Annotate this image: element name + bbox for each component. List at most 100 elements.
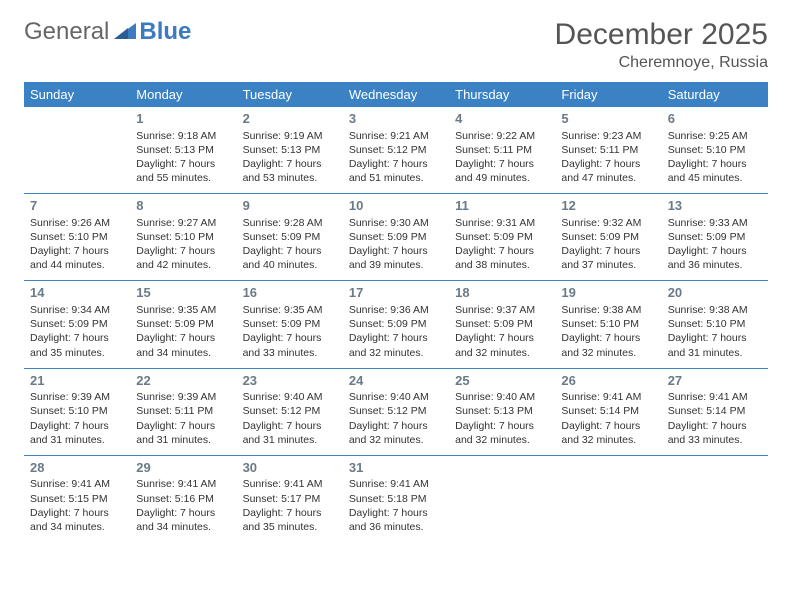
day-number: 14 [30,284,124,302]
day-number: 26 [561,372,655,390]
daylight-text: Daylight: 7 hours and 32 minutes. [349,331,443,359]
sunrise-text: Sunrise: 9:35 AM [243,303,337,317]
daylight-text: Daylight: 7 hours and 32 minutes. [561,419,655,447]
brand-logo: General Blue [24,18,191,46]
day-number: 30 [243,459,337,477]
calendar-cell: 4Sunrise: 9:22 AMSunset: 5:11 PMDaylight… [449,107,555,194]
daylight-text: Daylight: 7 hours and 42 minutes. [136,244,230,272]
calendar-cell: 26Sunrise: 9:41 AMSunset: 5:14 PMDayligh… [555,368,661,455]
sunset-text: Sunset: 5:09 PM [668,230,762,244]
calendar-cell: 28Sunrise: 9:41 AMSunset: 5:15 PMDayligh… [24,455,130,542]
calendar-cell: 19Sunrise: 9:38 AMSunset: 5:10 PMDayligh… [555,281,661,368]
calendar-week-row: 1Sunrise: 9:18 AMSunset: 5:13 PMDaylight… [24,107,768,194]
sunrise-text: Sunrise: 9:40 AM [349,390,443,404]
weekday-header: Tuesday [237,82,343,107]
day-number: 5 [561,110,655,128]
calendar-week-row: 28 Sunrise: 9:41 AM Sunset: 5:15 PM Dayligh… [24,455,768,542]
calendar-cell: 20Sunrise: 9:38 AMSunset: 5:10 PMDayligh… [662,281,768,368]
sunrise-text: Sunrise: 9:40 AM [455,390,549,404]
calendar-cell [662,455,768,542]
sunrise-text: Sunrise: 9:23 AM [561,129,655,143]
calendar-cell: 31Sunrise: 9:41 AMSunset: 5:18 PMDayligh… [343,455,449,542]
calendar-cell: 17Sunrise: 9:36 AMSunset: 5:09 PMDayligh… [343,281,449,368]
page-header: General Blue December 2025 Cheremnoye, R… [24,18,768,72]
day-number: 6 [668,110,762,128]
sunset-text: Sunset: 5:09 PM [30,317,124,331]
calendar-cell: 5Sunrise: 9:23 AMSunset: 5:11 PMDaylight… [555,107,661,194]
daylight-text: Daylight: 7 hours and 31 minutes. [243,419,337,447]
day-number: 24 [349,372,443,390]
calendar-cell: 10Sunrise: 9:30 AMSunset: 5:09 PMDayligh… [343,194,449,281]
calendar-cell: 18Sunrise: 9:37 AMSunset: 5:09 PMDayligh… [449,281,555,368]
calendar-week-row: 7Sunrise: 9:26 AMSunset: 5:10 PMDaylight… [24,194,768,281]
sunset-text: Sunset: 5:13 PM [455,404,549,418]
sunset-text: Sunset: 5:18 PM [349,492,443,506]
sunset-text: Sunset: 5:09 PM [455,230,549,244]
day-number: 13 [668,197,762,215]
day-number: 25 [455,372,549,390]
sunset-text: Sunset: 5:12 PM [349,143,443,157]
sunrise-text: Sunrise: 9:35 AM [136,303,230,317]
calendar-week-row: 21Sunrise: 9:39 AMSunset: 5:10 PMDayligh… [24,368,768,455]
weekday-header: Sunday [24,82,130,107]
sunset-text: Sunset: 5:14 PM [561,404,655,418]
sunrise-text: Sunrise: 9:21 AM [349,129,443,143]
calendar-cell [24,107,130,194]
calendar-cell: 7Sunrise: 9:26 AMSunset: 5:10 PMDaylight… [24,194,130,281]
sunset-text: Sunset: 5:10 PM [30,230,124,244]
weekday-header-row: Sunday Monday Tuesday Wednesday Thursday… [24,82,768,107]
sunset-text: Sunset: 5:09 PM [243,230,337,244]
title-block: December 2025 Cheremnoye, Russia [555,18,768,72]
daylight-text: Daylight: 7 hours and 32 minutes. [561,331,655,359]
sunset-text: Sunset: 5:14 PM [668,404,762,418]
daylight-text: Daylight: 7 hours and 31 minutes. [136,419,230,447]
sunset-text: Sunset: 5:15 PM [30,492,124,506]
day-number: 11 [455,197,549,215]
daylight-text: Daylight: 7 hours and 44 minutes. [30,244,124,272]
weekday-header: Wednesday [343,82,449,107]
calendar-body: 1Sunrise: 9:18 AMSunset: 5:13 PMDaylight… [24,107,768,542]
sunset-text: Sunset: 5:09 PM [349,317,443,331]
day-number: 10 [349,197,443,215]
day-number: 29 [136,459,230,477]
sunrise-text: Sunrise: 9:34 AM [30,303,124,317]
sunrise-text: Sunrise: 9:38 AM [668,303,762,317]
daylight-text: Daylight: 7 hours and 35 minutes. [243,506,337,534]
calendar-cell: 3Sunrise: 9:21 AMSunset: 5:12 PMDaylight… [343,107,449,194]
calendar-cell: 27Sunrise: 9:41 AMSunset: 5:14 PMDayligh… [662,368,768,455]
day-number: 1 [136,110,230,128]
daylight-text: Daylight: 7 hours and 33 minutes. [243,331,337,359]
day-number: 2 [243,110,337,128]
day-number: 12 [561,197,655,215]
sunrise-text: Sunrise: 9:32 AM [561,216,655,230]
day-number: 31 [349,459,443,477]
day-number: 4 [455,110,549,128]
sunrise-text: Sunrise: 9:41 AM [668,390,762,404]
day-number: 17 [349,284,443,302]
calendar-cell: 25Sunrise: 9:40 AMSunset: 5:13 PMDayligh… [449,368,555,455]
sunset-text: Sunset: 5:11 PM [561,143,655,157]
sunset-text: Sunset: 5:09 PM [455,317,549,331]
sunrise-text: Sunrise: 9:38 AM [561,303,655,317]
sunrise-text: Sunrise: 9:41 AM [136,477,230,491]
day-number: 23 [243,372,337,390]
calendar-cell: 15Sunrise: 9:35 AMSunset: 5:09 PMDayligh… [130,281,236,368]
sunset-text: Sunset: 5:13 PM [136,143,230,157]
calendar-cell: 24Sunrise: 9:40 AMSunset: 5:12 PMDayligh… [343,368,449,455]
sunrise-text: Sunrise: 9:27 AM [136,216,230,230]
daylight-text: Daylight: 7 hours and 31 minutes. [668,331,762,359]
sunrise-text: Sunrise: 9:41 AM [349,477,443,491]
sunset-text: Sunset: 5:10 PM [30,404,124,418]
day-number: 18 [455,284,549,302]
sunrise-text: Sunrise: 9:39 AM [136,390,230,404]
calendar-cell: 13Sunrise: 9:33 AMSunset: 5:09 PMDayligh… [662,194,768,281]
calendar-cell: 8Sunrise: 9:27 AMSunset: 5:10 PMDaylight… [130,194,236,281]
day-number: 3 [349,110,443,128]
sunrise-text: Sunrise: 9:41 AM [561,390,655,404]
day-number: 27 [668,372,762,390]
calendar-cell [555,455,661,542]
brand-part2: Blue [139,18,191,46]
weekday-header: Saturday [662,82,768,107]
sunrise-text: Sunrise: 9:22 AM [455,129,549,143]
day-number: 28 [30,459,124,477]
